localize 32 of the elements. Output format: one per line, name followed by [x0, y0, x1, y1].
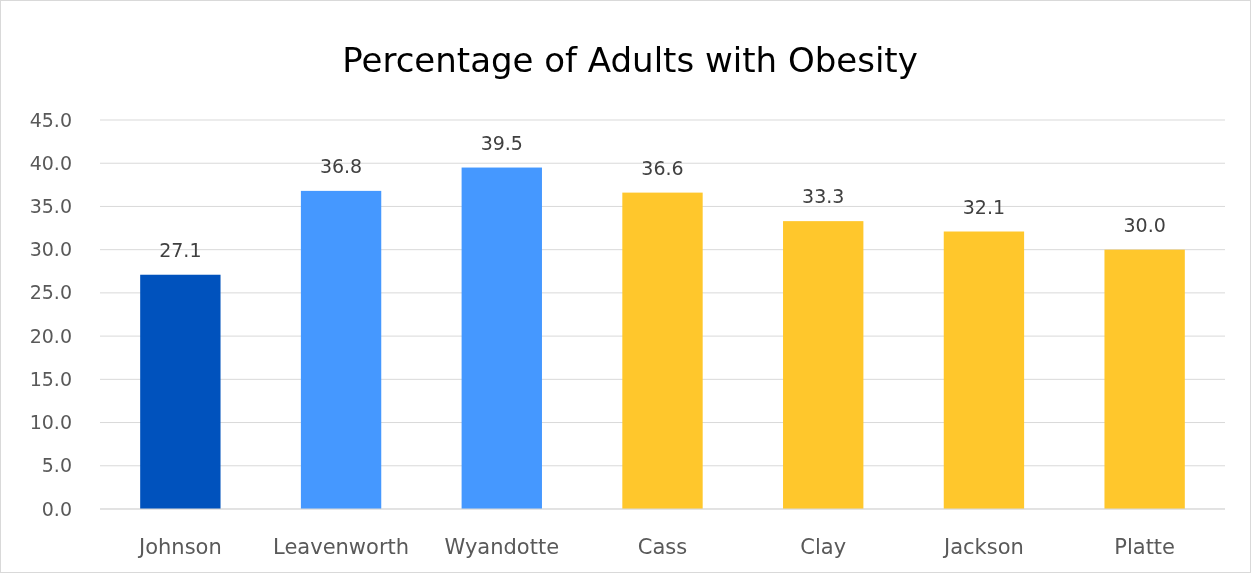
x-tick-label: Cass — [637, 534, 688, 559]
bar — [300, 190, 382, 509]
y-tick-label: 35.0 — [29, 195, 72, 218]
y-tick-label: 30.0 — [29, 238, 72, 261]
bar — [1104, 249, 1185, 509]
data-label: 27.1 — [159, 238, 202, 261]
bar — [461, 167, 542, 509]
y-tick-label: 5.0 — [41, 454, 72, 477]
y-tick-label: 0.0 — [41, 497, 72, 520]
data-label: 39.5 — [480, 131, 523, 154]
y-tick-label: 40.0 — [29, 151, 72, 174]
y-tick-label: 10.0 — [29, 411, 72, 434]
data-label: 32.1 — [962, 195, 1006, 218]
y-tick-label: 25.0 — [29, 281, 72, 304]
data-label: 33.3 — [802, 185, 845, 208]
x-tick-label: Clay — [800, 534, 847, 559]
x-tick-label: Wyandotte — [444, 534, 560, 559]
bar — [783, 221, 864, 509]
x-tick-label: Leavenworth — [273, 534, 410, 559]
y-tick-label: 45.0 — [29, 108, 72, 131]
y-tick-label: 15.0 — [29, 367, 72, 390]
data-label: 36.6 — [641, 156, 684, 179]
x-tick-label: Platte — [1114, 534, 1176, 559]
data-label: 30.0 — [1123, 213, 1166, 236]
x-tick-label: Johnson — [136, 534, 222, 559]
data-label: 36.8 — [319, 154, 363, 177]
x-tick-label: Jackson — [941, 534, 1024, 559]
bar — [140, 274, 221, 509]
chart-title: Percentage of Adults with Obesity — [342, 40, 918, 80]
bar — [622, 192, 703, 509]
bar — [943, 231, 1025, 509]
y-tick-label: 20.0 — [29, 324, 72, 347]
